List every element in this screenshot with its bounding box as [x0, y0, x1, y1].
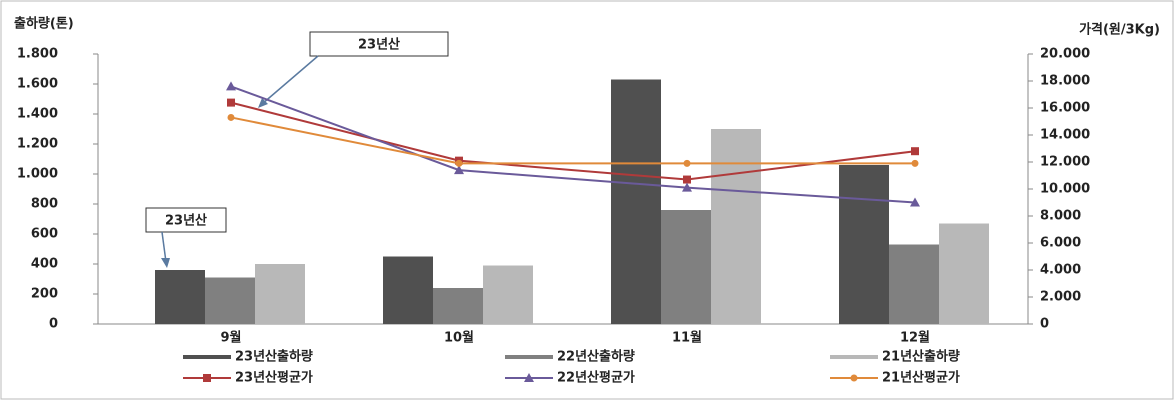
line-marker [910, 197, 920, 207]
annotation-arrow [261, 55, 319, 105]
y-tick-label: 1.000 [17, 167, 58, 182]
y2-tick-label: 16.000 [1040, 101, 1090, 116]
bar [383, 256, 433, 324]
x-tick-label: 11월 [672, 330, 702, 346]
y-tick-label: 1.600 [17, 77, 58, 92]
line-marker [911, 147, 919, 156]
annotation-arrowhead [161, 258, 170, 268]
y-tick-label: 0 [49, 317, 58, 332]
line [230, 116, 915, 165]
y2-tick-label: 6.000 [1040, 236, 1081, 251]
y2-tick-label: 18.000 [1040, 74, 1090, 89]
line-marker [682, 182, 692, 192]
bar [661, 210, 711, 324]
y-tick-label: 800 [31, 197, 58, 212]
line-marker [227, 113, 235, 121]
legend-marker [524, 373, 534, 382]
legend-label: 22년산평균가 [557, 370, 635, 386]
y-tick-label: 200 [31, 287, 58, 302]
y2-tick-label: 20.000 [1040, 47, 1090, 62]
line-marker [227, 98, 235, 107]
bar [711, 129, 761, 324]
legend-label: 21년산출하량 [882, 349, 960, 365]
y-tick-label: 600 [31, 227, 58, 242]
line-marker [455, 159, 463, 167]
annotation-arrow [161, 231, 167, 263]
x-tick-label: 9월 [220, 330, 241, 346]
y-tick-label: 1.400 [17, 107, 58, 122]
x-tick-label: 12월 [900, 330, 930, 346]
legend-label: 23년산출하량 [235, 349, 313, 365]
line-marker [911, 159, 919, 167]
line [230, 85, 916, 204]
y-tick-label: 1.200 [17, 137, 58, 152]
line-marker [226, 81, 236, 91]
legend-label: 23년산평균가 [235, 370, 313, 386]
line-marker [454, 165, 464, 175]
y2-tick-label: 4.000 [1040, 263, 1081, 278]
bar [255, 264, 305, 324]
bar [889, 244, 939, 324]
y2-tick-label: 0 [1040, 317, 1049, 332]
bar [839, 165, 889, 324]
y2-axis-title: 가격(원/3Kg) [1079, 23, 1160, 38]
bar [155, 270, 205, 324]
y-tick-label: 1.800 [17, 47, 58, 62]
annotation-arrowhead [258, 98, 268, 108]
annotation-box [145, 207, 227, 233]
y-axis-title: 출하량(톤) [14, 16, 74, 32]
legend-marker [850, 374, 858, 382]
line [230, 101, 916, 181]
y2-tick-label: 14.000 [1040, 128, 1090, 143]
y2-tick-label: 8.000 [1040, 209, 1081, 224]
line-marker [683, 175, 691, 184]
legend-marker [203, 374, 211, 382]
legend-label: 22년산출하량 [557, 349, 635, 365]
y2-tick-label: 2.000 [1040, 290, 1081, 305]
bar [611, 79, 661, 324]
bar [433, 288, 483, 324]
y2-tick-label: 10.000 [1040, 182, 1090, 197]
legend-label: 21년산평균가 [882, 370, 960, 386]
line-marker [683, 159, 691, 167]
annotation-box [309, 31, 449, 57]
x-tick-label: 10월 [444, 330, 474, 346]
bar [483, 265, 533, 324]
y-tick-label: 400 [31, 257, 58, 272]
y2-tick-label: 12.000 [1040, 155, 1090, 170]
bar [939, 223, 989, 324]
bar [205, 277, 255, 324]
annotation: 23년산 [165, 213, 207, 229]
annotation: 23년산 [358, 37, 400, 53]
